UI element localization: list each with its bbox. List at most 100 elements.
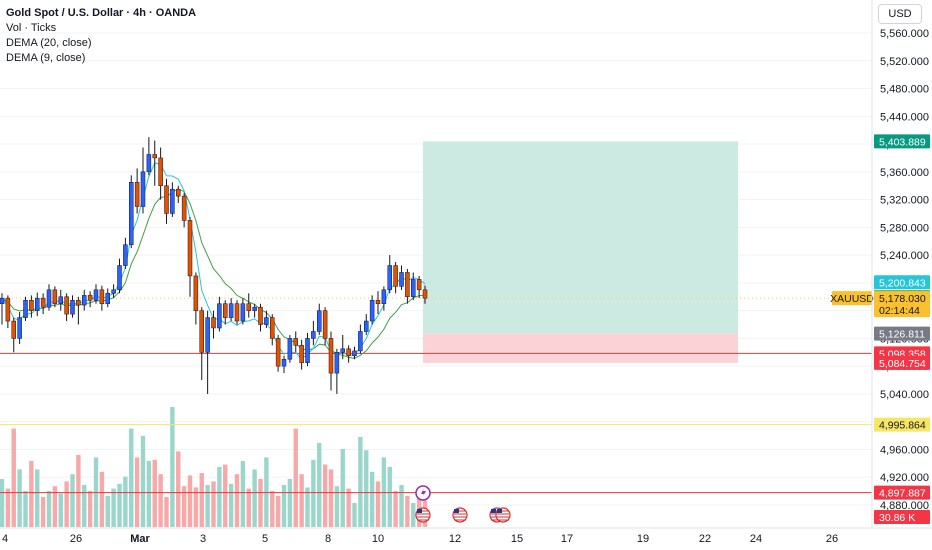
- volume-bar: [322, 464, 328, 527]
- time-tick-label: 10: [372, 533, 384, 545]
- volume-bar: [11, 428, 16, 527]
- volume-bar: [387, 467, 392, 527]
- candle-body: [358, 331, 363, 352]
- volume-bar: [129, 428, 134, 527]
- volume-bar: [170, 407, 175, 527]
- time-tick-label: 19: [637, 533, 649, 545]
- volume-bar: [234, 474, 240, 527]
- price-tick-label: 5,480.000: [880, 84, 929, 96]
- price-badge: 4,995.864: [879, 420, 926, 432]
- candle-body: [0, 297, 5, 304]
- chart-grid: [0, 32, 872, 506]
- price-badge: 5,200.843: [879, 277, 926, 289]
- legend-dema-20[interactable]: DEMA (20, close): [6, 37, 92, 49]
- volume-bars: [0, 407, 428, 527]
- volume-bar: [5, 488, 11, 527]
- price-badge-bg: [874, 326, 930, 341]
- volume-bar: [105, 495, 110, 527]
- volume-bar: [252, 469, 257, 527]
- time-tick-label: 17: [561, 533, 573, 545]
- us-flag-icon: [454, 509, 459, 513]
- volume-bar: [158, 474, 163, 527]
- volume-bar: [334, 486, 340, 527]
- volume-bar: [217, 467, 222, 527]
- volume-bar: [0, 479, 5, 527]
- price-tick-label: 5,040.000: [880, 389, 929, 401]
- candle-body: [340, 348, 345, 353]
- us-flag-icon: [417, 509, 422, 513]
- candle-body: [35, 297, 40, 311]
- price-badge-bg: [874, 291, 930, 318]
- candle-body: [181, 195, 187, 221]
- candle-body: [364, 320, 369, 332]
- time-tick-label: 5: [262, 533, 268, 545]
- legend-volume[interactable]: Vol · Ticks: [6, 22, 57, 34]
- volume-bar: [275, 495, 281, 527]
- candle-body: [299, 345, 304, 363]
- volume-bar: [328, 469, 334, 527]
- price-badges: 5,403.8895,200.8435,179.4065,178.03002:1…: [874, 134, 930, 524]
- volume-bar: [87, 491, 93, 527]
- price-badge-bg: [874, 355, 930, 370]
- symbol-tag-bg: [832, 291, 872, 306]
- candle-body: [11, 320, 16, 339]
- volume-bar: [364, 450, 369, 527]
- time-tick-label: Mar: [130, 533, 150, 545]
- candles: [0, 137, 428, 394]
- candle-body: [211, 317, 216, 329]
- candle-body: [411, 279, 416, 298]
- candle-body: [146, 154, 152, 173]
- price-tick-label: 5,520.000: [880, 56, 929, 68]
- time-tick-label: 4: [2, 533, 8, 545]
- legend-title: Gold Spot / U.S. Dollar · 4h · OANDA: [6, 7, 197, 19]
- candle-body: [193, 275, 199, 311]
- volume-bar: [70, 474, 75, 527]
- currency-button[interactable]: USD: [878, 4, 922, 24]
- candle-body: [140, 171, 146, 207]
- volume-bar: [399, 485, 404, 527]
- time-tick-label: 8: [325, 533, 331, 545]
- volume-bar: [270, 491, 275, 527]
- symbol-tag: XAUUSD: [830, 293, 874, 305]
- legend-dema-9[interactable]: DEMA (9, close): [6, 52, 86, 64]
- volume-bar: [117, 483, 122, 527]
- candle-body: [275, 338, 281, 367]
- volume-bar: [305, 487, 310, 527]
- candle-body: [40, 297, 46, 308]
- volume-bar: [35, 469, 40, 527]
- candle-body: [393, 265, 398, 287]
- price-tick-label: 4,920.000: [880, 472, 929, 484]
- volume-bar: [193, 487, 199, 527]
- candle-body: [375, 299, 381, 304]
- volume-bar: [46, 491, 52, 527]
- us-flag-event-icon: [415, 507, 431, 523]
- volume-bar: [199, 473, 204, 527]
- price-tick-label: 5,280.000: [880, 222, 929, 234]
- volume-bar: [228, 483, 234, 527]
- candle-body: [199, 310, 204, 353]
- target-zone: [423, 141, 738, 334]
- volume-bar: [187, 475, 193, 527]
- volume-bar: [176, 451, 181, 527]
- volume-bar: [40, 497, 46, 527]
- candle-body: [64, 296, 69, 315]
- time-tick-label: 3: [200, 533, 206, 545]
- price-badge: 4,897.887: [879, 488, 926, 500]
- price-tick-label: 5,240.000: [880, 250, 929, 262]
- volume-bar: [346, 488, 351, 527]
- candle-body: [87, 295, 93, 301]
- candle-body: [270, 317, 275, 339]
- candle-body: [416, 279, 422, 291]
- volume-bar: [146, 461, 152, 527]
- candle-body: [129, 181, 134, 245]
- chart-legend: Gold Spot / U.S. Dollar · 4h · OANDA Vol…: [6, 6, 196, 66]
- candle-body: [281, 358, 287, 367]
- candle-body: [399, 272, 404, 287]
- candle-body: [17, 317, 22, 339]
- candle-body: [93, 289, 99, 301]
- volume-bar: [287, 479, 293, 527]
- candle-body: [217, 303, 222, 329]
- candle-body: [70, 299, 75, 315]
- time-tick-label: 22: [699, 533, 711, 545]
